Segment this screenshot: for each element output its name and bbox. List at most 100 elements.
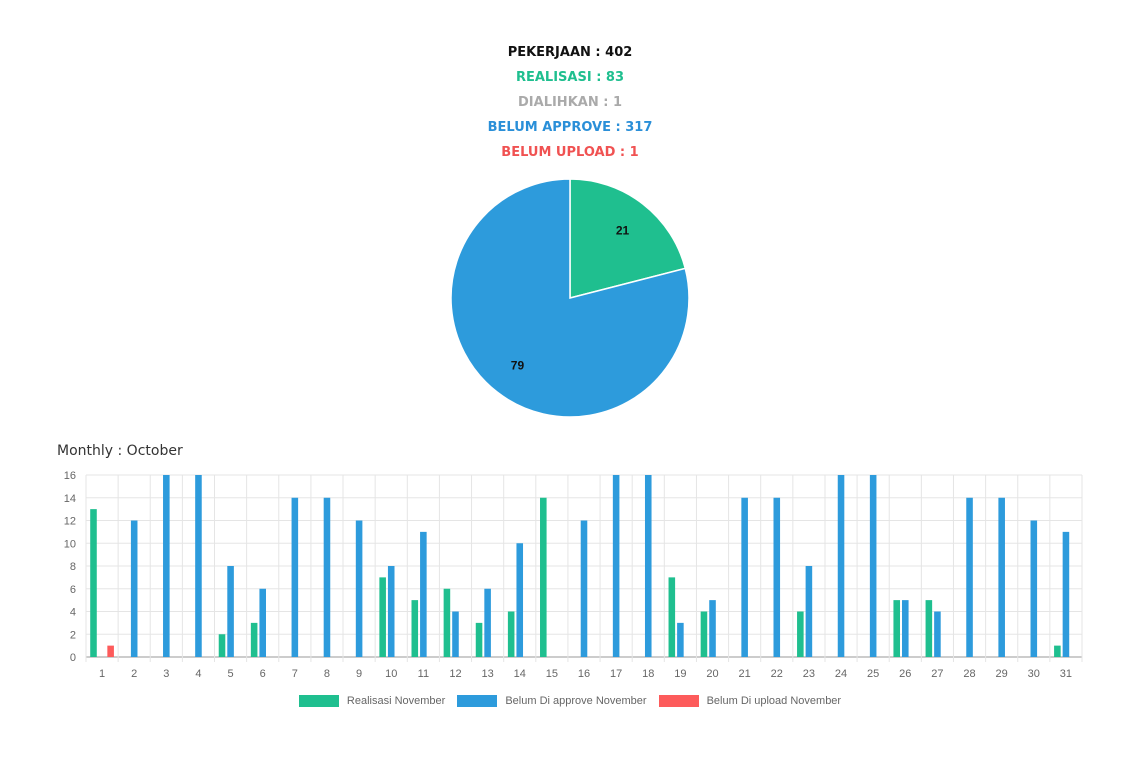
x-tick-label: 21 <box>739 668 751 680</box>
bar-1-17[interactable] <box>612 475 620 657</box>
x-tick-label: 16 <box>578 668 590 680</box>
chart-legend: Realisasi November Belum Di approve Nove… <box>0 695 1140 707</box>
y-tick-label: 8 <box>70 561 76 573</box>
x-tick-label: 27 <box>931 668 943 680</box>
y-tick-label: 6 <box>70 584 76 596</box>
bar-1-27[interactable] <box>934 611 941 658</box>
bar-0-14[interactable] <box>507 611 515 658</box>
x-tick-label: 17 <box>610 668 622 680</box>
bar-1-19[interactable] <box>677 622 684 657</box>
bar-1-11[interactable] <box>420 531 427 657</box>
legend-item-realisasi[interactable]: Realisasi November <box>298 695 446 707</box>
bar-1-23[interactable] <box>805 566 813 657</box>
pie-slice-1[interactable] <box>450 178 690 418</box>
x-tick-label: 25 <box>867 668 879 680</box>
legend-swatch-belum-upload <box>658 695 699 707</box>
x-tick-label: 28 <box>963 668 975 680</box>
legend-item-belum-approve[interactable]: Belum Di approve November <box>457 695 647 707</box>
bar-1-9[interactable] <box>355 520 363 658</box>
x-tick-label: 31 <box>1060 668 1072 680</box>
bar-2-1[interactable] <box>107 645 114 657</box>
stat-total-pekerjaan: PEKERJAAN : 402 <box>507 45 633 60</box>
x-tick-label: 14 <box>514 668 526 680</box>
bar-0-1[interactable] <box>90 509 97 657</box>
x-tick-label: 13 <box>481 668 493 680</box>
y-tick-label: 10 <box>64 538 76 550</box>
bar-1-13[interactable] <box>484 588 491 657</box>
bar-1-5[interactable] <box>227 566 234 657</box>
x-tick-label: 23 <box>803 668 815 680</box>
bar-0-19[interactable] <box>668 577 676 657</box>
x-tick-label: 1 <box>99 668 105 680</box>
x-tick-label: 20 <box>706 668 718 680</box>
summary-stats: PEKERJAAN : 402 REALISASI : 83 DIALIHKAN… <box>0 44 1140 169</box>
bar-1-26[interactable] <box>902 600 909 657</box>
bar-0-10[interactable] <box>379 577 386 657</box>
bar-1-31[interactable] <box>1062 531 1070 657</box>
bar-1-30[interactable] <box>1030 520 1038 658</box>
pie-slice-label-0: 21 <box>616 223 630 237</box>
bar-1-28[interactable] <box>966 497 973 657</box>
legend-label-realisasi: Realisasi November <box>346 695 446 707</box>
bar-0-31[interactable] <box>1054 645 1061 657</box>
x-tick-label: 26 <box>899 668 911 680</box>
stat-belum-upload: BELUM UPLOAD : 1 <box>501 145 639 160</box>
bar-0-27[interactable] <box>925 600 933 657</box>
pie-slice-0[interactable] <box>569 178 687 299</box>
bar-1-12[interactable] <box>452 611 459 658</box>
bar-1-21[interactable] <box>741 497 748 657</box>
bar-0-5[interactable] <box>218 634 226 657</box>
bar-1-24[interactable] <box>837 475 845 657</box>
bar-1-18[interactable] <box>644 475 652 657</box>
bar-0-6[interactable] <box>250 622 258 657</box>
monthly-title: Monthly : October <box>57 443 183 459</box>
bar-1-10[interactable] <box>387 566 395 657</box>
bar-1-14[interactable] <box>516 543 524 657</box>
bar-1-25[interactable] <box>869 475 877 657</box>
legend-label-belum-upload: Belum Di upload November <box>706 695 842 707</box>
bar-1-16[interactable] <box>580 520 588 658</box>
x-tick-label: 29 <box>996 668 1008 680</box>
stat-realisasi: REALISASI : 83 <box>515 70 625 85</box>
bar-0-13[interactable] <box>475 622 483 657</box>
bar-0-15[interactable] <box>540 497 547 657</box>
bar-0-20[interactable] <box>700 611 708 658</box>
pie-slice-label-1: 79 <box>511 359 525 373</box>
y-tick-label: 4 <box>70 607 76 619</box>
bar-1-7[interactable] <box>291 497 299 657</box>
bar-1-3[interactable] <box>163 475 170 657</box>
bar-1-29[interactable] <box>998 497 1005 657</box>
bar-1-22[interactable] <box>773 497 781 657</box>
stat-dialihkan: DIALIHKAN : 1 <box>518 95 622 110</box>
bar-0-11[interactable] <box>411 600 419 657</box>
y-tick-label: 14 <box>64 493 76 505</box>
pie-chart: 21 79 <box>450 178 690 418</box>
y-tick-label: 2 <box>70 629 76 641</box>
bar-1-4[interactable] <box>195 475 202 657</box>
x-tick-label: 18 <box>642 668 654 680</box>
x-tick-label: 11 <box>418 668 429 680</box>
bar-0-12[interactable] <box>443 588 451 657</box>
bar-1-8[interactable] <box>323 497 331 657</box>
x-tick-label: 22 <box>771 668 783 680</box>
x-tick-label: 24 <box>835 668 847 680</box>
legend-item-belum-upload[interactable]: Belum Di upload November <box>658 695 842 707</box>
bar-0-26[interactable] <box>893 600 901 657</box>
y-tick-label: 0 <box>70 652 76 664</box>
bar-1-2[interactable] <box>130 520 138 658</box>
x-tick-label: 4 <box>195 668 201 680</box>
x-tick-label: 6 <box>260 668 266 680</box>
x-tick-label: 30 <box>1028 668 1040 680</box>
legend-swatch-realisasi <box>298 695 339 707</box>
x-tick-label: 3 <box>163 668 169 680</box>
stat-belum-approve: BELUM APPROVE : 317 <box>487 120 653 135</box>
bar-0-23[interactable] <box>797 611 804 658</box>
x-tick-label: 7 <box>292 668 298 680</box>
legend-swatch-belum-approve <box>457 695 498 707</box>
x-tick-label: 10 <box>385 668 397 680</box>
x-tick-label: 15 <box>546 668 558 680</box>
x-tick-label: 12 <box>449 668 461 680</box>
bar-1-20[interactable] <box>709 600 716 657</box>
bar-1-6[interactable] <box>259 588 266 657</box>
